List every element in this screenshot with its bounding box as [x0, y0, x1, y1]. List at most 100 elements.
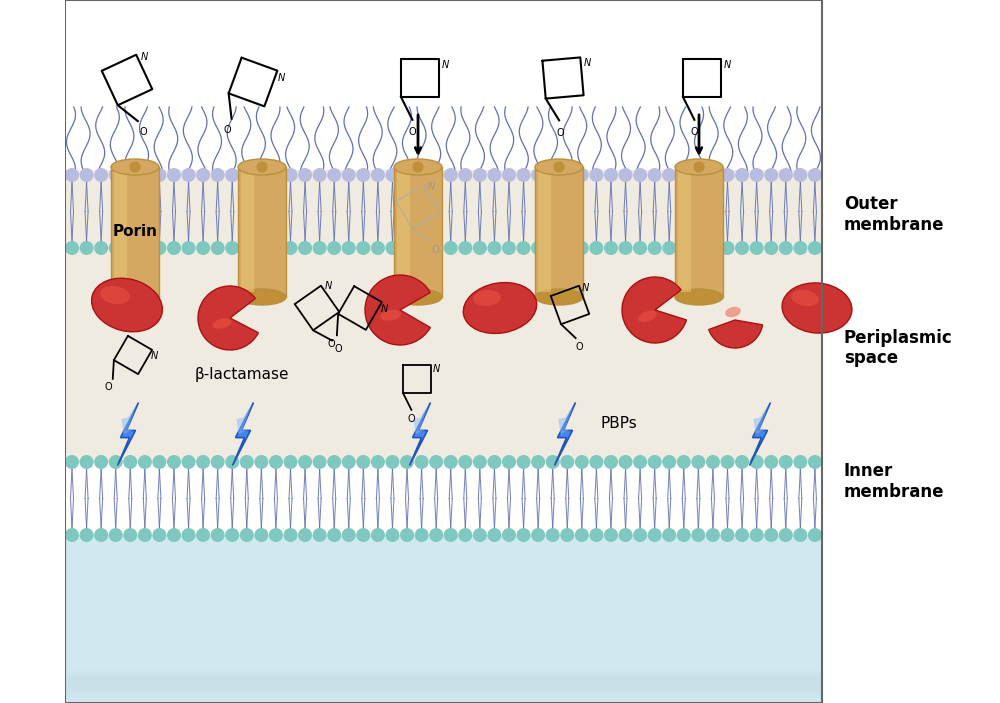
Circle shape	[356, 528, 370, 542]
Circle shape	[254, 528, 268, 542]
Circle shape	[298, 241, 312, 255]
Ellipse shape	[675, 289, 723, 305]
Circle shape	[284, 241, 298, 255]
Circle shape	[225, 455, 239, 469]
Circle shape	[109, 168, 123, 182]
Circle shape	[517, 168, 531, 182]
Circle shape	[619, 168, 633, 182]
Circle shape	[371, 241, 385, 255]
Text: N: N	[151, 351, 158, 361]
Circle shape	[720, 455, 734, 469]
Bar	[65, 0, 822, 703]
Wedge shape	[365, 275, 430, 345]
Circle shape	[196, 528, 210, 542]
Circle shape	[750, 455, 764, 469]
Circle shape	[517, 528, 531, 542]
Circle shape	[298, 528, 312, 542]
Circle shape	[735, 455, 749, 469]
Circle shape	[691, 455, 705, 469]
Circle shape	[633, 455, 647, 469]
Bar	[65, 685, 822, 702]
Bar	[238, 167, 286, 297]
Ellipse shape	[92, 278, 162, 332]
Circle shape	[182, 168, 196, 182]
Ellipse shape	[725, 307, 741, 317]
Circle shape	[167, 528, 181, 542]
Circle shape	[152, 528, 166, 542]
Circle shape	[211, 455, 225, 469]
Circle shape	[764, 168, 778, 182]
Circle shape	[327, 241, 341, 255]
Circle shape	[109, 241, 123, 255]
Circle shape	[167, 455, 181, 469]
Circle shape	[691, 241, 705, 255]
Circle shape	[691, 168, 705, 182]
Circle shape	[313, 528, 327, 542]
Circle shape	[677, 241, 691, 255]
Bar	[675, 167, 723, 297]
Circle shape	[531, 241, 545, 255]
Bar	[65, 681, 822, 698]
Circle shape	[808, 528, 822, 542]
Circle shape	[240, 241, 254, 255]
Circle shape	[196, 241, 210, 255]
Circle shape	[94, 455, 108, 469]
Bar	[65, 680, 822, 696]
Circle shape	[793, 528, 807, 542]
Circle shape	[196, 455, 210, 469]
Circle shape	[269, 241, 283, 255]
Circle shape	[458, 528, 472, 542]
Circle shape	[589, 241, 603, 255]
Circle shape	[80, 455, 94, 469]
Circle shape	[138, 241, 152, 255]
Circle shape	[648, 455, 662, 469]
Bar	[241, 172, 254, 292]
Text: O: O	[556, 128, 564, 138]
Text: PBPs: PBPs	[600, 416, 637, 432]
Circle shape	[793, 241, 807, 255]
Circle shape	[706, 455, 720, 469]
Circle shape	[240, 168, 254, 182]
Circle shape	[764, 455, 778, 469]
Circle shape	[750, 241, 764, 255]
Bar	[65, 170, 822, 462]
Circle shape	[298, 168, 312, 182]
Circle shape	[196, 168, 210, 182]
Text: N: N	[432, 364, 440, 374]
Bar	[65, 683, 822, 699]
Bar	[397, 172, 410, 292]
Circle shape	[109, 528, 123, 542]
Bar	[111, 167, 159, 297]
Circle shape	[662, 168, 676, 182]
Circle shape	[182, 455, 196, 469]
Circle shape	[138, 168, 152, 182]
Text: O: O	[691, 127, 698, 137]
Circle shape	[257, 162, 267, 172]
Circle shape	[444, 455, 458, 469]
Circle shape	[808, 241, 822, 255]
Circle shape	[94, 168, 108, 182]
Circle shape	[662, 528, 676, 542]
Ellipse shape	[463, 283, 537, 333]
Wedge shape	[709, 320, 763, 348]
Circle shape	[94, 241, 108, 255]
Circle shape	[400, 241, 414, 255]
Text: Porin: Porin	[113, 224, 158, 240]
Bar	[65, 676, 822, 693]
Circle shape	[648, 528, 662, 542]
Circle shape	[604, 241, 618, 255]
Circle shape	[779, 168, 793, 182]
Circle shape	[138, 455, 152, 469]
Text: O: O	[431, 245, 439, 254]
Ellipse shape	[535, 159, 583, 175]
Circle shape	[604, 528, 618, 542]
Circle shape	[385, 455, 399, 469]
Circle shape	[619, 528, 633, 542]
Polygon shape	[410, 403, 430, 465]
Circle shape	[385, 528, 399, 542]
Polygon shape	[121, 404, 137, 434]
Circle shape	[342, 455, 356, 469]
Circle shape	[123, 528, 137, 542]
Circle shape	[662, 241, 676, 255]
Circle shape	[779, 241, 793, 255]
